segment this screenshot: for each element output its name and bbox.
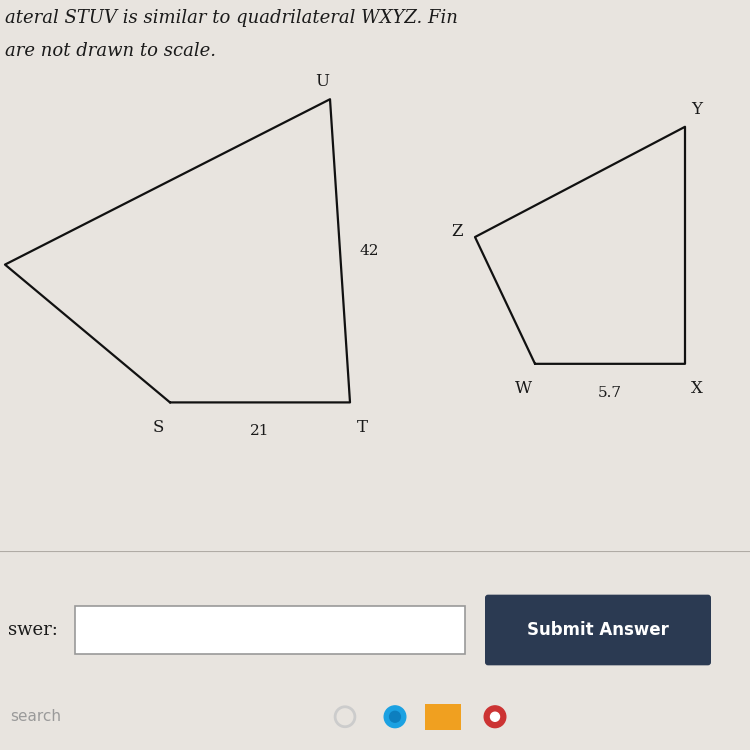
Text: T: T <box>356 419 368 436</box>
FancyBboxPatch shape <box>425 704 461 730</box>
Text: are not drawn to scale.: are not drawn to scale. <box>5 42 216 60</box>
Text: Y: Y <box>692 101 703 118</box>
Text: X: X <box>691 380 703 398</box>
Text: swer:: swer: <box>8 621 58 639</box>
Text: S: S <box>152 419 164 436</box>
FancyBboxPatch shape <box>75 606 465 654</box>
Circle shape <box>384 706 406 728</box>
Text: 42: 42 <box>360 244 380 258</box>
Circle shape <box>389 711 400 722</box>
FancyBboxPatch shape <box>485 595 711 665</box>
Text: Z: Z <box>452 223 463 240</box>
Text: ateral STUV is similar to quadrilateral WXYZ. Fin: ateral STUV is similar to quadrilateral … <box>5 9 458 27</box>
Text: W: W <box>514 380 532 398</box>
Text: 21: 21 <box>251 424 270 439</box>
Text: 5.7: 5.7 <box>598 386 622 400</box>
Text: U: U <box>315 74 329 91</box>
Circle shape <box>484 706 506 728</box>
Circle shape <box>490 712 500 722</box>
Text: Submit Answer: Submit Answer <box>527 621 669 639</box>
Text: search: search <box>10 710 61 724</box>
